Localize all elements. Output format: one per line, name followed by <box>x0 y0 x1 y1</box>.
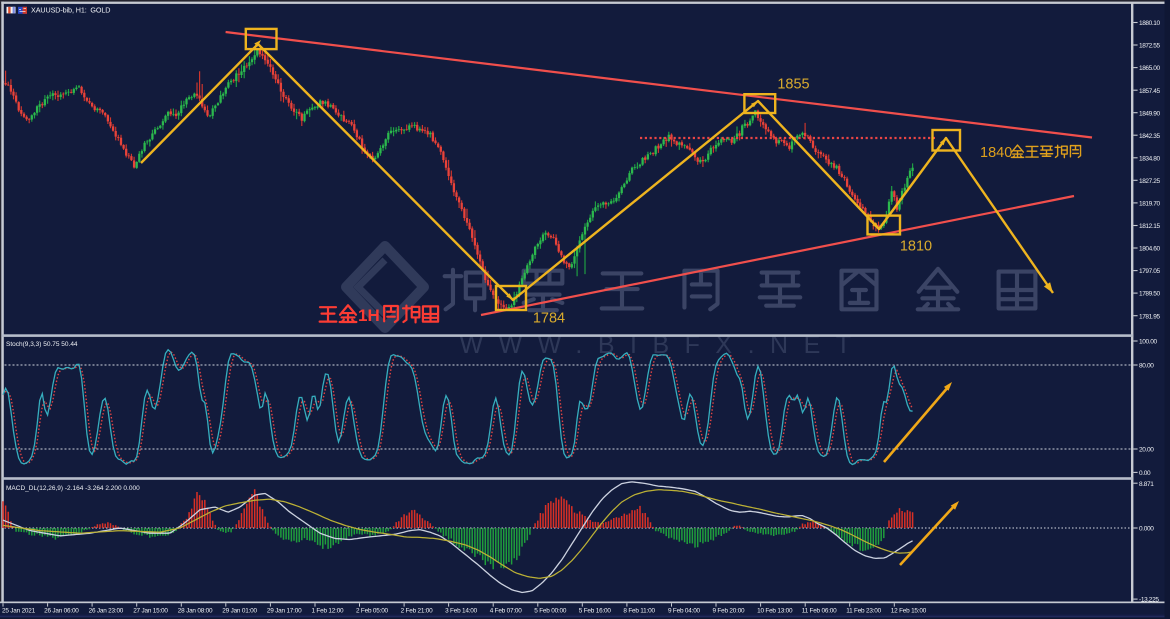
svg-text:5 Feb 00:00: 5 Feb 00:00 <box>534 608 567 615</box>
svg-text:2 Feb 21:00: 2 Feb 21:00 <box>401 608 434 615</box>
svg-text:1 Feb 12:00: 1 Feb 12:00 <box>312 608 345 615</box>
svg-text:1855: 1855 <box>777 77 809 93</box>
svg-text:28 Jan 08:00: 28 Jan 08:00 <box>178 608 213 615</box>
svg-text:29 Jan 01:00: 29 Jan 01:00 <box>222 608 257 615</box>
svg-text:29 Jan 17:00: 29 Jan 17:00 <box>267 608 302 615</box>
svg-text:11 Feb 23:00: 11 Feb 23:00 <box>846 608 881 615</box>
svg-text:25 Jan 2021: 25 Jan 2021 <box>2 608 36 615</box>
svg-text:1834.80: 1834.80 <box>1139 155 1160 162</box>
svg-text:1819.70: 1819.70 <box>1139 201 1160 208</box>
svg-text:26 Jan 23:00: 26 Jan 23:00 <box>89 608 124 615</box>
svg-text:20.00: 20.00 <box>1139 447 1154 454</box>
svg-text:1840: 1840 <box>980 145 1012 161</box>
svg-text:9 Feb 20:00: 9 Feb 20:00 <box>713 608 746 615</box>
svg-text:1827.25: 1827.25 <box>1139 178 1160 185</box>
svg-text:12 Feb 15:00: 12 Feb 15:00 <box>891 608 927 615</box>
svg-text:-13.225: -13.225 <box>1139 597 1159 604</box>
svg-text:XAUUSD-bib, H1: GOLD: XAUUSD-bib, H1: GOLD <box>31 6 110 15</box>
svg-text:100.00: 100.00 <box>1139 339 1158 346</box>
svg-text:1789.50: 1789.50 <box>1139 291 1160 298</box>
svg-text:MACD_DL(12,26,9) -2.164 -3.264: MACD_DL(12,26,9) -2.164 -3.264 2.200 0.0… <box>6 485 140 492</box>
svg-text:1810: 1810 <box>900 239 932 255</box>
svg-text:1H: 1H <box>358 306 380 325</box>
svg-text:1857.45: 1857.45 <box>1139 88 1160 95</box>
svg-text:1781.95: 1781.95 <box>1139 313 1160 320</box>
svg-text:1797.05: 1797.05 <box>1139 268 1160 275</box>
svg-text:1812.15: 1812.15 <box>1139 223 1160 230</box>
svg-text:27 Jan 15:00: 27 Jan 15:00 <box>133 608 168 615</box>
svg-text:26 Jan 06:00: 26 Jan 06:00 <box>44 608 79 615</box>
svg-text:1849.90: 1849.90 <box>1139 110 1160 117</box>
svg-text:0.00: 0.00 <box>1139 470 1151 477</box>
svg-text:2 Feb 05:00: 2 Feb 05:00 <box>356 608 389 615</box>
svg-text:1784: 1784 <box>533 311 565 327</box>
svg-text:3 Feb 14:00: 3 Feb 14:00 <box>445 608 478 615</box>
svg-text:80.00: 80.00 <box>1139 363 1154 370</box>
svg-text:1842.35: 1842.35 <box>1139 133 1160 140</box>
svg-text:5 Feb 16:00: 5 Feb 16:00 <box>579 608 612 615</box>
svg-text:1804.60: 1804.60 <box>1139 246 1160 253</box>
svg-text:1872.55: 1872.55 <box>1139 43 1160 50</box>
svg-text:Stoch(9,3,3) 50.75 50.44: Stoch(9,3,3) 50.75 50.44 <box>6 341 78 348</box>
svg-text:1880.10: 1880.10 <box>1139 20 1160 27</box>
svg-text:9 Feb 04:00: 9 Feb 04:00 <box>668 608 701 615</box>
svg-text:10 Feb 13:00: 10 Feb 13:00 <box>757 608 793 615</box>
svg-text:8 Feb 11:00: 8 Feb 11:00 <box>623 608 655 615</box>
svg-text:4 Feb 07:00: 4 Feb 07:00 <box>490 608 523 615</box>
svg-text:8.871: 8.871 <box>1139 481 1154 488</box>
svg-text:0.000: 0.000 <box>1139 526 1154 533</box>
svg-text:11 Feb 06:00: 11 Feb 06:00 <box>802 608 837 615</box>
svg-text:1865.00: 1865.00 <box>1139 65 1160 72</box>
